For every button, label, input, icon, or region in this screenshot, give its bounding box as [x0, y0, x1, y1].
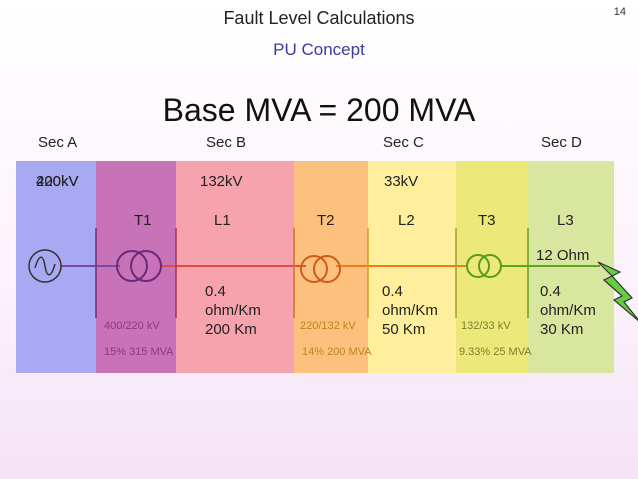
l3-length: 30 Km	[540, 321, 584, 338]
transformer-t1-icon	[116, 250, 162, 282]
slide-title: Fault Level Calculations	[223, 8, 415, 28]
element-label-l3: L3	[557, 212, 574, 229]
element-label-t2: T2	[317, 212, 335, 229]
transformer-t3-icon	[466, 254, 502, 278]
t1-rating: 15% 315 MVA	[104, 346, 174, 358]
element-label-t1: T1	[134, 212, 152, 229]
l1-impedance-unit: ohm/Km	[205, 302, 261, 319]
l2-length: 50 Km	[382, 321, 426, 338]
l2-impedance-unit: ohm/Km	[382, 302, 438, 319]
section-label-c: Sec C	[383, 134, 424, 151]
l3-impedance-unit: ohm/Km	[540, 302, 596, 319]
voltage-sec-a-220: 220kV	[36, 173, 79, 190]
section-label-b: Sec B	[206, 134, 247, 151]
element-label-l2: L2	[398, 212, 415, 229]
t3-rating: 9.33% 25 MVA	[459, 346, 532, 358]
l3-impedance-value: 0.4	[540, 283, 561, 300]
l1-length: 200 Km	[205, 321, 257, 338]
section-label-d: Sec D	[541, 134, 582, 151]
t2-voltage-ratio: 220/132 kV	[300, 320, 356, 332]
generator-source-icon	[28, 249, 62, 283]
t3-voltage-ratio: 132/33 kV	[461, 320, 511, 332]
l3-series-impedance: 12 Ohm	[536, 247, 590, 264]
voltage-sec-b: 132kV	[200, 173, 243, 190]
transformer-t2-icon	[300, 255, 341, 283]
base-mva-heading: Base MVA = 200 MVA	[162, 92, 476, 128]
l1-impedance-value: 0.4	[205, 283, 226, 300]
fault-lightning-icon	[597, 261, 638, 322]
section-label-a: Sec A	[38, 134, 78, 151]
slide-subtitle: PU Concept	[273, 40, 365, 59]
element-label-t3: T3	[478, 212, 496, 229]
t1-voltage-ratio: 400/220 kV	[104, 320, 160, 332]
voltage-sec-a-400: 400kV	[36, 173, 79, 190]
slide-number: 14	[613, 6, 626, 18]
element-label-l1: L1	[214, 212, 231, 229]
l2-impedance-value: 0.4	[382, 283, 403, 300]
t2-rating: 14% 200 MVA	[302, 346, 372, 358]
voltage-sec-c: 33kV	[384, 173, 419, 190]
